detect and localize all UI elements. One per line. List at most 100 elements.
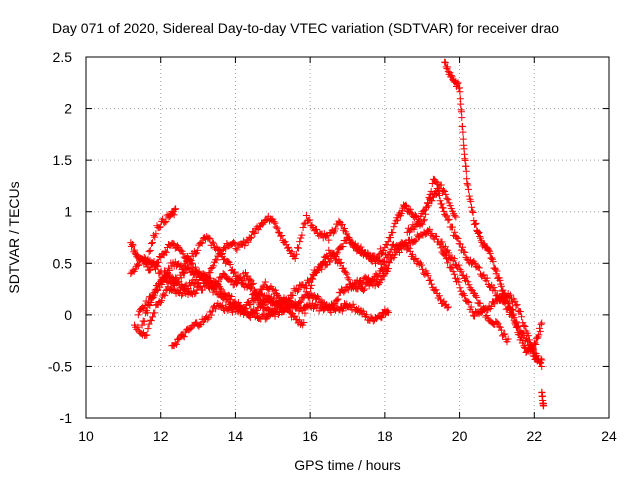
data-point	[297, 234, 305, 242]
data-point	[289, 300, 297, 308]
data-point	[279, 296, 287, 304]
series-track-j	[437, 244, 546, 370]
data-point	[446, 202, 454, 210]
data-point	[390, 254, 398, 262]
data-point	[444, 303, 452, 311]
data-point	[134, 323, 142, 331]
data-point	[402, 201, 410, 209]
data-point	[459, 271, 467, 279]
data-point	[411, 211, 419, 219]
data-point	[437, 244, 445, 252]
data-point	[346, 235, 354, 243]
data-point	[224, 291, 232, 299]
data-point	[471, 312, 479, 320]
data-point	[385, 265, 393, 273]
data-point	[476, 299, 484, 307]
data-point	[529, 346, 537, 354]
data-point	[296, 238, 304, 246]
data-point	[297, 298, 305, 306]
data-point	[472, 292, 480, 300]
data-point	[186, 325, 194, 333]
data-point	[247, 301, 255, 309]
data-point	[216, 284, 224, 292]
data-point	[277, 232, 285, 240]
data-point	[512, 323, 520, 331]
data-points-layer	[127, 58, 548, 410]
data-point	[239, 279, 247, 287]
data-point	[293, 287, 301, 295]
data-point	[273, 224, 281, 232]
data-point	[535, 331, 543, 339]
data-point	[326, 258, 334, 266]
data-point	[179, 332, 187, 340]
data-point	[493, 297, 501, 305]
data-point	[151, 309, 159, 317]
data-point	[378, 313, 386, 321]
data-point	[207, 311, 215, 319]
data-point	[171, 206, 179, 214]
data-point	[332, 225, 340, 233]
data-point	[129, 241, 137, 249]
data-point	[435, 292, 443, 300]
data-point	[406, 205, 414, 213]
x-tick-label: 10	[78, 428, 94, 444]
data-point	[295, 286, 303, 294]
data-point	[513, 322, 521, 330]
data-point	[179, 250, 187, 258]
data-point	[286, 296, 294, 304]
data-point	[445, 255, 453, 263]
data-point	[451, 228, 459, 236]
data-point	[444, 63, 452, 71]
data-point	[520, 321, 528, 329]
data-point	[155, 279, 163, 287]
data-point	[216, 246, 224, 254]
data-point	[524, 332, 532, 340]
data-point	[204, 315, 212, 323]
data-point	[457, 267, 465, 275]
data-point	[453, 234, 461, 242]
data-point	[154, 285, 162, 293]
data-point	[342, 268, 350, 276]
x-tick-label: 20	[452, 428, 468, 444]
data-point	[275, 293, 283, 301]
data-point	[455, 261, 463, 269]
data-point	[516, 308, 524, 316]
data-point	[312, 225, 320, 233]
data-point	[274, 228, 282, 236]
data-point	[500, 331, 508, 339]
data-point	[338, 220, 346, 228]
data-point	[152, 230, 160, 238]
data-point	[463, 255, 471, 263]
data-point	[339, 264, 347, 272]
data-point	[247, 284, 255, 292]
data-point	[344, 286, 352, 294]
data-point	[447, 264, 455, 272]
data-point	[493, 267, 501, 275]
data-point	[138, 321, 146, 329]
data-point	[377, 275, 385, 283]
data-point	[469, 208, 477, 216]
data-point	[453, 80, 461, 88]
data-point	[540, 402, 548, 410]
data-point	[198, 273, 206, 281]
data-point	[454, 235, 462, 243]
data-point	[146, 247, 154, 254]
data-point	[494, 320, 502, 328]
data-point	[147, 298, 155, 306]
data-point	[276, 299, 284, 307]
data-point	[192, 289, 200, 297]
data-point	[251, 230, 259, 238]
series-track-g	[168, 294, 288, 350]
y-tick-label: 0	[64, 307, 72, 323]
data-point	[233, 246, 241, 254]
data-point	[284, 243, 292, 251]
data-point	[156, 223, 164, 231]
data-point	[170, 211, 178, 219]
data-point	[341, 287, 349, 295]
data-point	[172, 205, 180, 213]
data-point	[361, 285, 369, 293]
data-point	[538, 362, 546, 370]
data-point	[359, 307, 367, 315]
data-point	[537, 359, 545, 367]
data-point	[170, 285, 178, 293]
